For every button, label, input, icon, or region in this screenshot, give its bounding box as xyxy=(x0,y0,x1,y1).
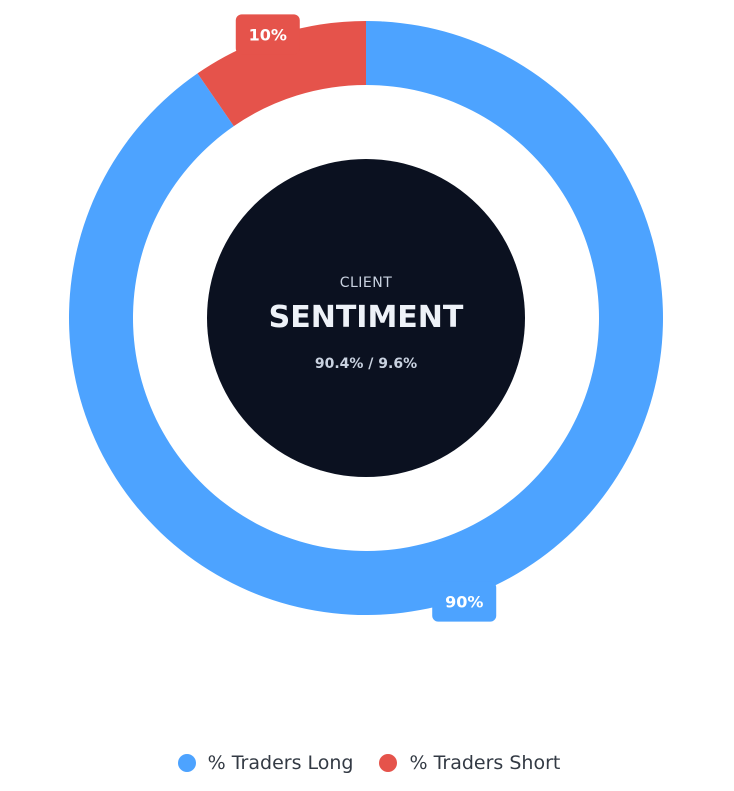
legend-item-long[interactable]: % Traders Long xyxy=(177,752,354,774)
legend-item-short[interactable]: % Traders Short xyxy=(379,752,560,774)
legend-swatch-short xyxy=(379,754,398,772)
center-subtitle: CLIENT xyxy=(340,275,393,291)
donut-slices xyxy=(68,21,664,615)
data-labels: 90% 10% xyxy=(235,14,497,622)
data-label-long: 90% xyxy=(445,593,483,612)
legend-label-long: % Traders Long xyxy=(207,752,354,774)
donut-slice-short[interactable] xyxy=(197,21,366,127)
data-label-short: 10% xyxy=(249,25,287,44)
center-circle xyxy=(207,159,525,477)
legend: % Traders Long % Traders Short xyxy=(0,748,734,778)
legend-label-short: % Traders Short xyxy=(409,752,561,774)
center-title: SENTIMENT xyxy=(269,300,464,335)
data-label-box-short xyxy=(235,14,300,55)
data-label-box-long xyxy=(432,581,497,622)
legend-swatch-long xyxy=(177,754,196,772)
center-values: 90.4% / 9.6% xyxy=(315,356,417,372)
